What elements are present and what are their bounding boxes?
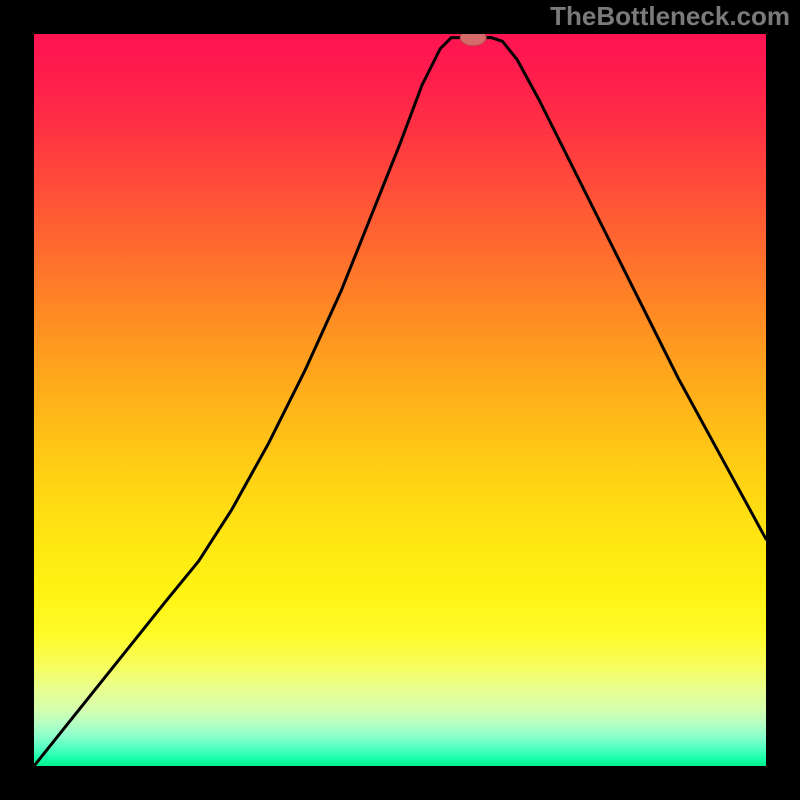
optimal-point-marker [460,34,486,46]
chart-container: TheBottleneck.com [0,0,800,800]
plot-area [34,34,766,766]
watermark-text: TheBottleneck.com [550,1,790,32]
chart-svg [34,34,766,766]
